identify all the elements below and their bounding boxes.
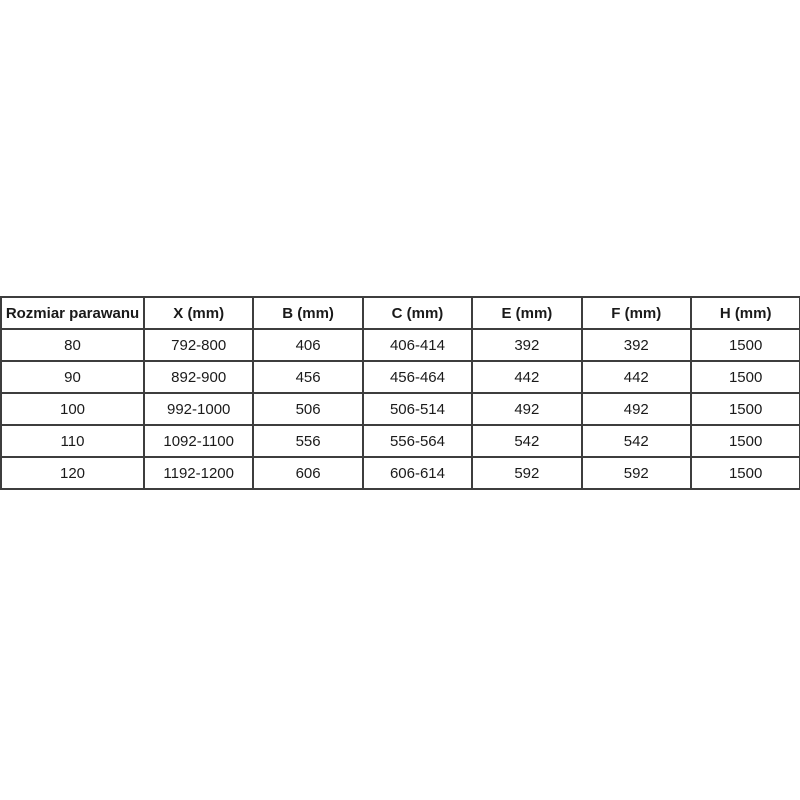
- table-cell: 606-614: [361, 456, 474, 490]
- table-cell: 456-464: [361, 360, 474, 394]
- table-cell: 456: [252, 360, 364, 394]
- header-cell-f-mm: F (mm): [580, 296, 692, 330]
- table-cell: 492: [471, 392, 583, 426]
- table-cell: 542: [471, 424, 583, 458]
- table-cell: 792-800: [142, 328, 255, 362]
- table-row: 80 792-800 406 406-414 392 392 1500: [0, 328, 800, 362]
- table-cell: 1500: [689, 392, 800, 426]
- header-cell-c-mm: C (mm): [361, 296, 474, 330]
- table-cell: 992-1000: [142, 392, 255, 426]
- header-cell-b-mm: B (mm): [252, 296, 364, 330]
- header-row: Rozmiar parawanu X (mm) B (mm) C (mm) E …: [0, 296, 800, 330]
- table-cell: 442: [471, 360, 583, 394]
- table-row: 120 1192-1200 606 606-614 592 592 1500: [0, 456, 800, 490]
- table-cell: 606: [252, 456, 364, 490]
- table-cell: 1500: [689, 360, 800, 394]
- header-cell-e-mm: E (mm): [471, 296, 583, 330]
- table-cell: 506-514: [361, 392, 474, 426]
- table-cell: 592: [471, 456, 583, 490]
- table-cell: 1500: [689, 328, 800, 362]
- table-cell: 542: [580, 424, 692, 458]
- table-cell: 492: [580, 392, 692, 426]
- table-cell: 80: [0, 328, 145, 362]
- table-cell: 406-414: [361, 328, 474, 362]
- table-cell: 1500: [689, 456, 800, 490]
- table-cell: 592: [580, 456, 692, 490]
- header-cell-x-mm: X (mm): [142, 296, 255, 330]
- table-cell: 110: [0, 424, 145, 458]
- table-row: 110 1092-1100 556 556-564 542 542 1500: [0, 424, 800, 458]
- table-cell: 556-564: [361, 424, 474, 458]
- size-table-container: Rozmiar parawanu X (mm) B (mm) C (mm) E …: [0, 296, 800, 490]
- size-table: Rozmiar parawanu X (mm) B (mm) C (mm) E …: [0, 296, 800, 490]
- table-cell: 1192-1200: [142, 456, 255, 490]
- table-cell: 392: [580, 328, 692, 362]
- table-row: 100 992-1000 506 506-514 492 492 1500: [0, 392, 800, 426]
- table-cell: 442: [580, 360, 692, 394]
- table-cell: 892-900: [142, 360, 255, 394]
- table-row: 90 892-900 456 456-464 442 442 1500: [0, 360, 800, 394]
- table-cell: 406: [252, 328, 364, 362]
- table-cell: 120: [0, 456, 145, 490]
- header-cell-rozmiar-parawanu: Rozmiar parawanu: [0, 296, 145, 330]
- table-cell: 506: [252, 392, 364, 426]
- table-cell: 1500: [689, 424, 800, 458]
- table-cell: 556: [252, 424, 364, 458]
- table-cell: 392: [471, 328, 583, 362]
- header-cell-h-mm: H (mm): [689, 296, 800, 330]
- table-cell: 100: [0, 392, 145, 426]
- table-cell: 90: [0, 360, 145, 394]
- table-cell: 1092-1100: [142, 424, 255, 458]
